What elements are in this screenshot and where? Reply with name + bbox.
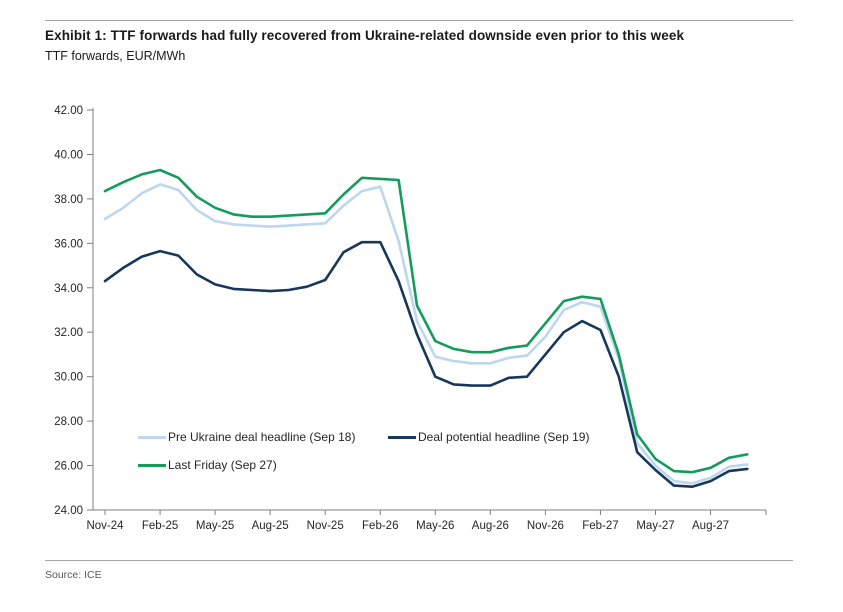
legend-item-last-friday: Last Friday (Sep 27)	[138, 458, 277, 472]
x-tick-label: Aug-27	[692, 520, 729, 532]
x-tick-label: May-26	[416, 520, 454, 532]
legend-swatch-pre-ukraine	[138, 435, 166, 439]
y-tick-label: 38.00	[54, 194, 83, 206]
y-tick-label: 40.00	[54, 149, 83, 161]
x-tick-label: Aug-26	[472, 520, 509, 532]
legend-item-deal-potential: Deal potential headline (Sep 19)	[388, 430, 589, 444]
exhibit-title: Exhibit 1: TTF forwards had fully recove…	[45, 28, 685, 43]
y-tick-label: 28.00	[54, 416, 83, 428]
top-divider	[45, 20, 793, 21]
source-note: Source: ICE	[45, 569, 102, 581]
source-divider	[45, 560, 793, 561]
x-tick-label: Nov-25	[307, 520, 344, 532]
x-tick-label: Nov-24	[86, 520, 124, 532]
x-tick-label: May-27	[636, 520, 674, 532]
x-tick-label: Feb-26	[362, 520, 398, 532]
x-tick-label: Feb-25	[142, 520, 178, 532]
legend-label-deal-potential: Deal potential headline (Sep 19)	[418, 430, 590, 444]
legend-label-pre-ukraine: Pre Ukraine deal headline (Sep 18)	[168, 430, 356, 444]
x-tick-label: May-25	[196, 520, 234, 532]
y-tick-label: 42.00	[54, 105, 83, 117]
series-line-deal-potential-headline-sep-19	[103, 240, 749, 489]
legend-item-pre-ukraine: Pre Ukraine deal headline (Sep 18)	[138, 430, 355, 444]
y-tick-label: 30.00	[54, 372, 83, 384]
y-tick-label: 36.00	[54, 238, 83, 250]
y-tick-label: 26.00	[54, 461, 83, 473]
legend-label-last-friday: Last Friday (Sep 27)	[168, 458, 277, 472]
series-line-pre-ukraine-deal-headline-sep-18	[103, 183, 749, 485]
legend-swatch-last-friday	[138, 463, 166, 467]
x-tick-label: Nov-26	[527, 520, 564, 532]
exhibit-subtitle: TTF forwards, EUR/MWh	[45, 49, 186, 63]
x-tick-label: Aug-25	[252, 520, 289, 532]
series-line-last-friday-sep-27	[103, 168, 749, 474]
legend-swatch-deal-potential	[388, 435, 416, 439]
y-tick-label: 24.00	[54, 505, 83, 517]
x-tick-label: Feb-27	[582, 520, 618, 532]
y-tick-label: 32.00	[54, 327, 83, 339]
y-tick-label: 34.00	[54, 283, 83, 295]
